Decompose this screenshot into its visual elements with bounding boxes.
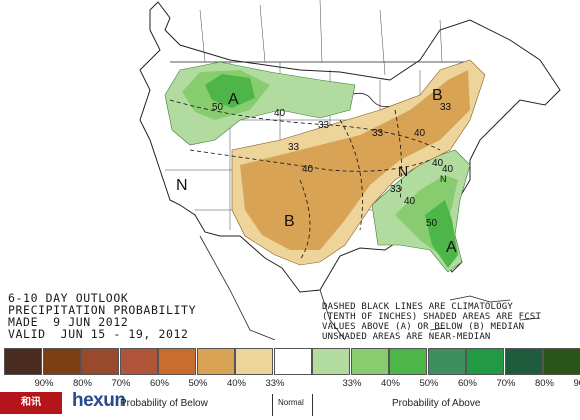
- contour-40-southeast: 40: [442, 164, 454, 175]
- outlook-line-1: 6-10 DAY OUTLOOK: [8, 291, 129, 305]
- note-line-2: (TENTH OF INCHES) SHADED AREAS ARE FCST: [322, 312, 542, 322]
- legend-pct-0: 90%: [34, 378, 54, 389]
- label-n-southeast: N: [440, 174, 447, 184]
- legend-swatch-11: [427, 348, 466, 375]
- legend-pct-4: 50%: [188, 378, 208, 389]
- legend-above-label: Probability of Above: [392, 398, 481, 409]
- legend-pct-13: 90%: [573, 378, 580, 389]
- map-notes: DASHED BLACK LINES ARE CLIMATOLOGY (TENT…: [322, 302, 541, 342]
- legend-divider-left: [272, 394, 273, 416]
- contour-33-midwest: 33: [372, 128, 384, 139]
- precipitation-outlook-map: A A B B N N N 50 40 33 33 40 33 40 33 40…: [139, 0, 561, 340]
- legend-pct-2: 70%: [111, 378, 131, 389]
- legend-pct-12: 80%: [534, 378, 554, 389]
- above-area-north-50: [205, 74, 255, 108]
- climatology-lines: [169, 99, 441, 261]
- contour-40-east: 40: [432, 158, 444, 169]
- legend-swatch-4: [158, 348, 196, 375]
- label-a-north: A: [228, 91, 239, 108]
- contour-50-north: 50: [212, 102, 224, 113]
- label-n-midsouth: N: [398, 163, 408, 179]
- below-area-main-40: [240, 70, 470, 250]
- legend-below-label: Probability of Below: [120, 398, 208, 409]
- contour-40-northeast: 40: [414, 128, 426, 139]
- legend-swatch-7: [273, 348, 312, 375]
- above-area-southeast-50: [425, 200, 458, 268]
- legend-normal-label: Normal: [278, 398, 304, 407]
- legend-pct-6: 33%: [265, 378, 285, 389]
- contour-40-south: 40: [404, 196, 416, 207]
- contour-40-north: 40: [274, 108, 286, 119]
- contour-50-florida: 50: [426, 218, 438, 229]
- legend-divider-right: [312, 394, 313, 416]
- legend-swatch-10: [389, 348, 427, 375]
- legend-pct-5: 40%: [226, 378, 246, 389]
- contour-33-northeast: 33: [440, 102, 452, 113]
- legend-swatch-9: [350, 348, 389, 375]
- label-b-plains: B: [284, 213, 295, 230]
- label-a-southeast: A: [446, 239, 457, 256]
- outlook-line-3: MADE 9 JUN 2012: [8, 315, 129, 329]
- outlook-title-block: 6-10 DAY OUTLOOK PRECIPITATION PROBABILI…: [8, 292, 196, 340]
- label-b-northeast: B: [432, 87, 443, 104]
- contour-40-central: 40: [302, 164, 314, 175]
- legend-swatch-0: [4, 348, 42, 375]
- label-n-west: N: [176, 177, 188, 194]
- contour-33-north: 33: [318, 120, 330, 131]
- legend-swatch-13: [504, 348, 543, 375]
- legend-pct-10: 60%: [457, 378, 477, 389]
- note-line-3: VALUES ABOVE (A) OR BELOW (B) MEDIAN: [322, 322, 525, 332]
- legend-swatch-8: [312, 348, 350, 375]
- outlook-line-4: VALID JUN 15 - 19, 2012: [8, 327, 189, 341]
- legend-pct-1: 80%: [72, 378, 92, 389]
- probability-legend: [0, 348, 580, 378]
- contour-33-central: 33: [288, 142, 300, 153]
- legend-swatch-3: [119, 348, 158, 375]
- contour-33-south: 33: [390, 184, 402, 195]
- note-line-4: UNSHADED AREAS ARE NEAR-MEDIAN: [322, 332, 491, 342]
- legend-swatch-5: [196, 348, 235, 375]
- legend-pct-8: 40%: [380, 378, 400, 389]
- land-outlines: [139, 0, 561, 340]
- hexun-watermark: hexun: [72, 390, 126, 411]
- legend-swatch-2: [81, 348, 119, 375]
- note-line-1: DASHED BLACK LINES ARE CLIMATOLOGY: [322, 302, 514, 312]
- outlook-line-2: PRECIPITATION PROBABILITY: [8, 303, 197, 317]
- legend-pct-3: 60%: [149, 378, 169, 389]
- legend-swatch-14: [543, 348, 580, 375]
- legend-pct-7: 33%: [342, 378, 362, 389]
- legend-pct-9: 50%: [419, 378, 439, 389]
- legend-swatch-12: [466, 348, 504, 375]
- hexun-logo: 和讯: [0, 392, 62, 414]
- legend-swatch-1: [42, 348, 81, 375]
- legend-swatch-6: [235, 348, 273, 375]
- legend-pct-11: 70%: [496, 378, 516, 389]
